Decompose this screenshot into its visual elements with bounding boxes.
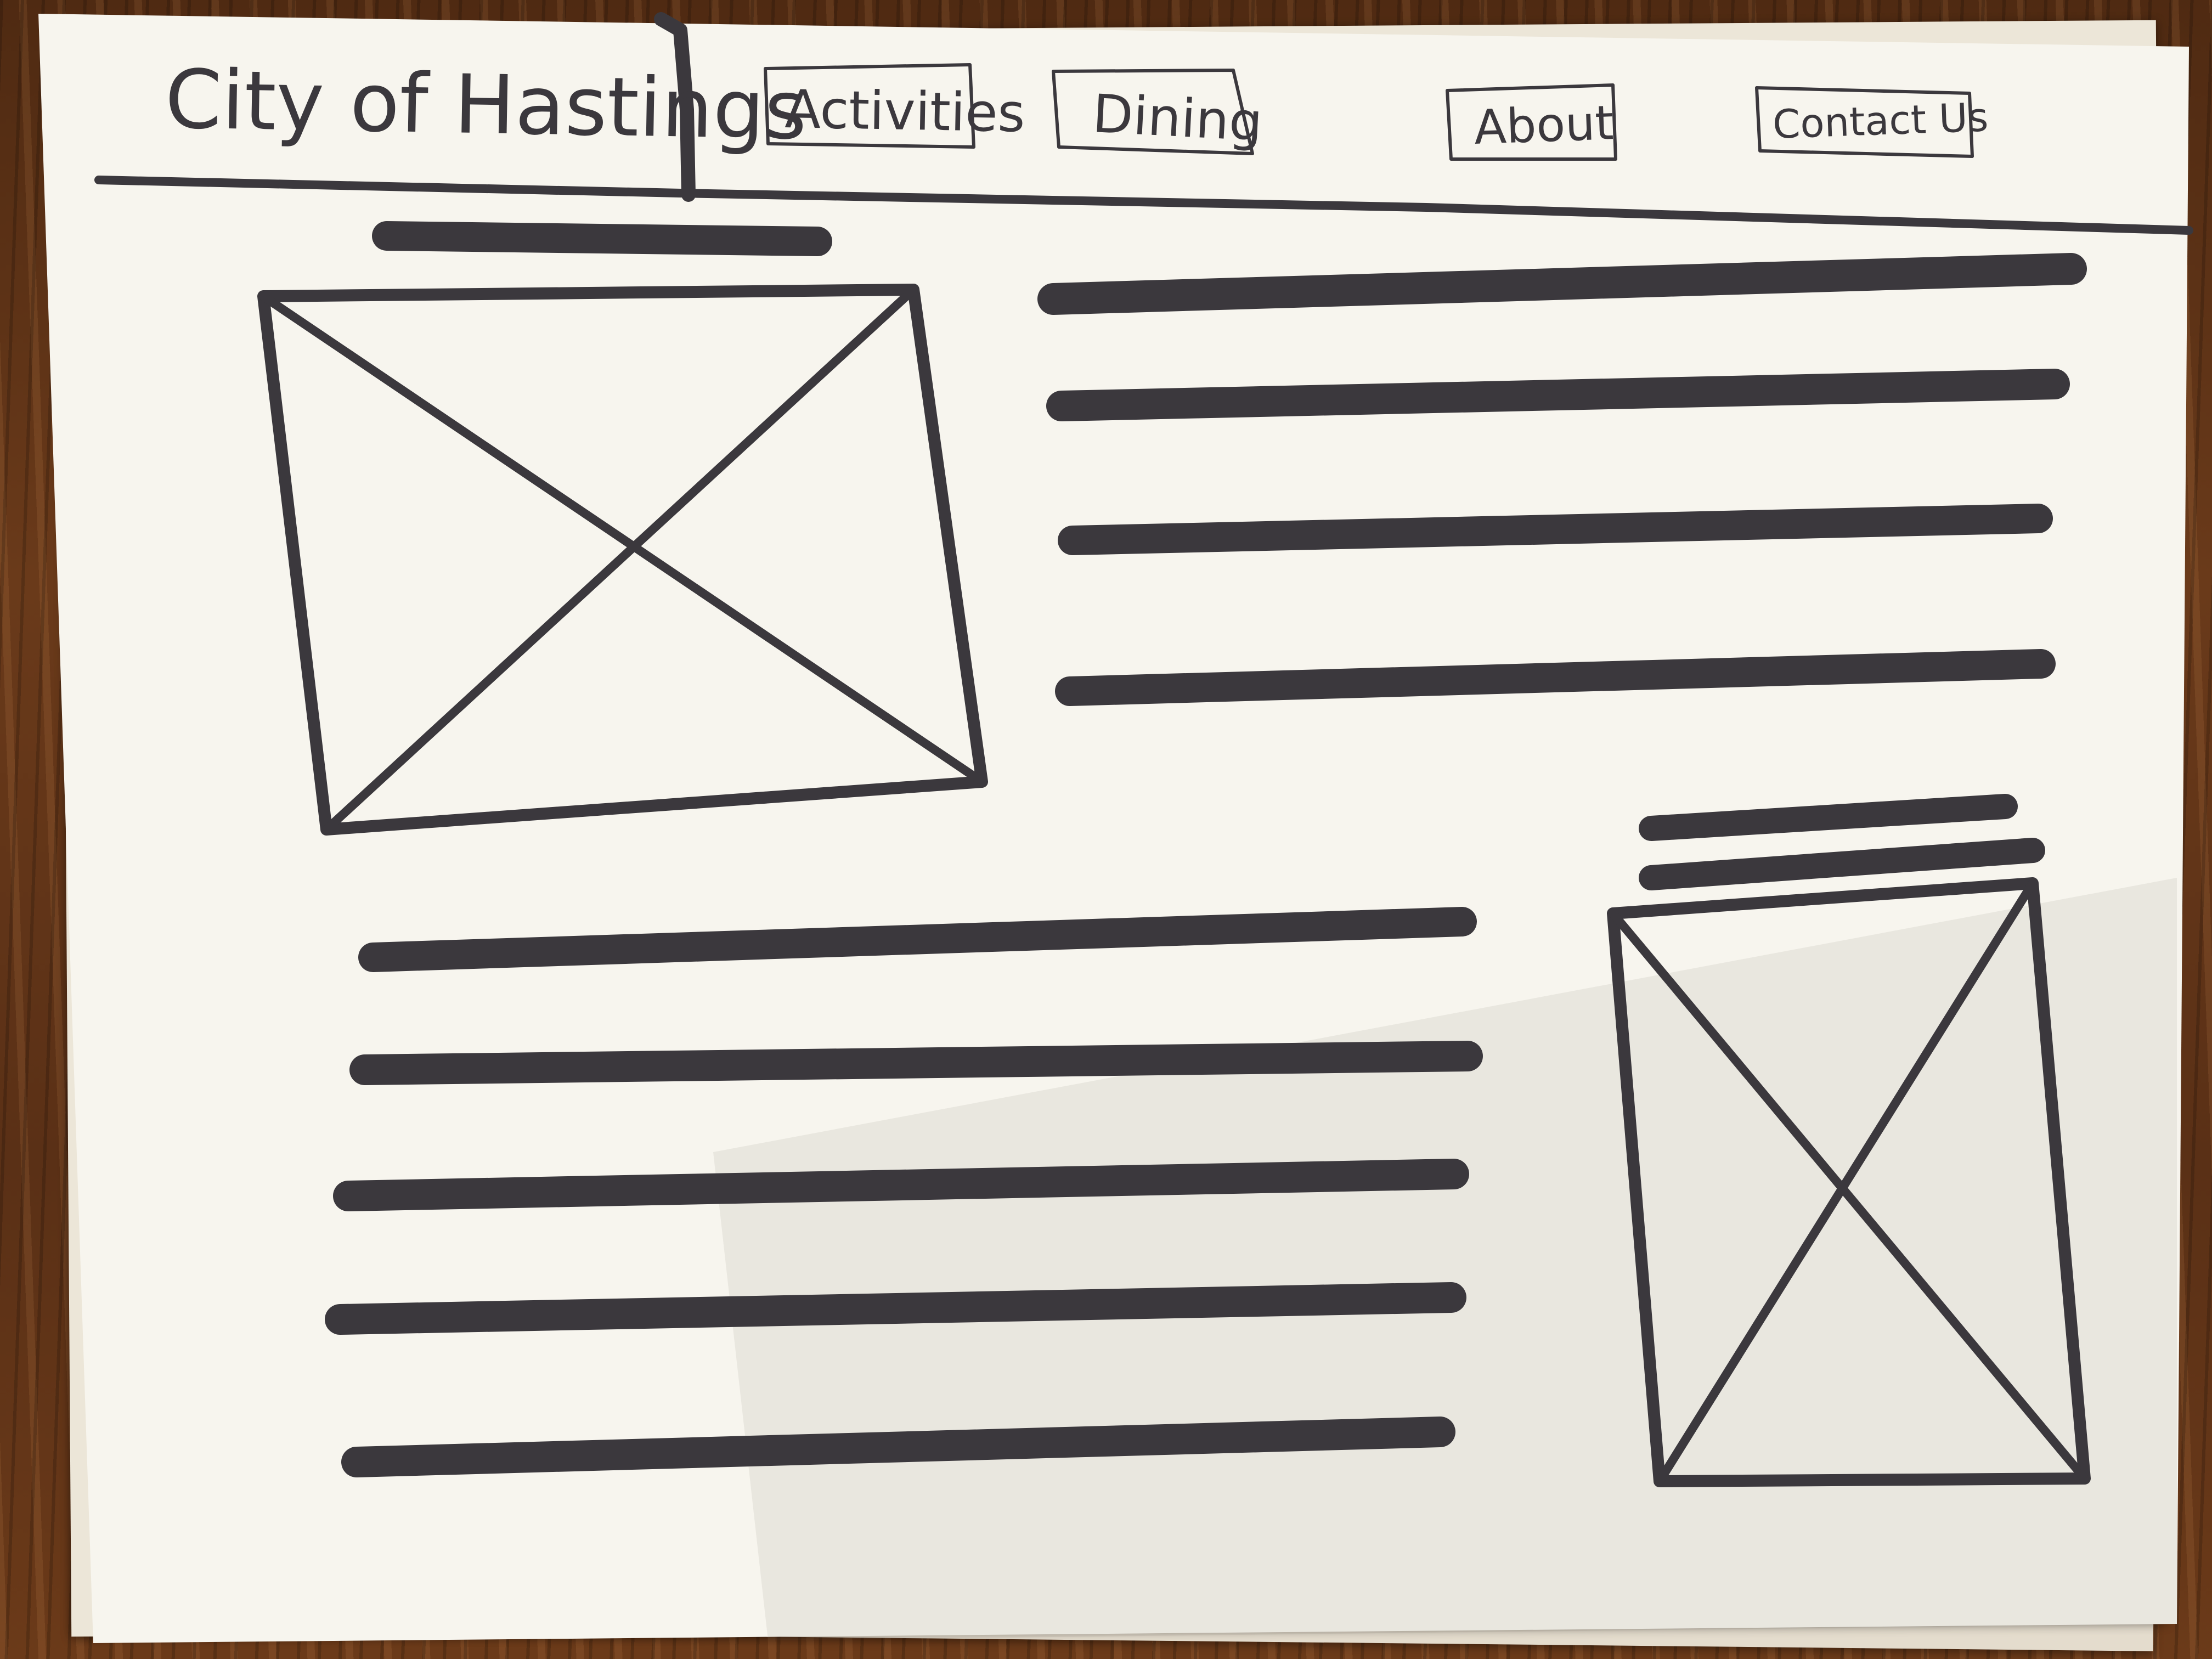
text-line	[349, 1041, 1483, 1085]
site-title: City of Hastings	[164, 52, 808, 157]
nav-label-dining[interactable]: Dining	[1091, 83, 1264, 153]
image-placeholder-icon	[257, 284, 988, 836]
intro-text-block	[1037, 253, 2087, 706]
header-divider	[654, 12, 696, 202]
nav-label-about[interactable]: About	[1473, 95, 1615, 155]
side-caption-bar	[1639, 794, 2018, 841]
text-line	[1037, 253, 2087, 315]
text-line	[1055, 649, 2056, 706]
text-line	[1046, 369, 2070, 421]
text-line	[341, 1417, 1455, 1477]
body-text-block	[325, 907, 1483, 1477]
header-rule	[94, 176, 2193, 235]
nav-item-contact-us[interactable]	[1755, 86, 1974, 158]
hero-section	[257, 221, 988, 836]
image-placeholder-icon	[1607, 877, 2091, 1487]
text-line	[333, 1159, 1469, 1211]
side-caption-bar	[1639, 838, 2045, 890]
side-image-section	[1607, 794, 2091, 1487]
nav-item-about[interactable]	[1446, 83, 1617, 161]
nav-item-activities[interactable]	[764, 63, 975, 149]
nav-label-activities[interactable]: Activities	[785, 78, 1026, 144]
hero-image-caption-bar	[372, 221, 832, 256]
nav-item-dining[interactable]	[1052, 69, 1254, 155]
nav-label-contact-us[interactable]: Contact Us	[1772, 94, 1989, 148]
text-line	[1058, 504, 2053, 555]
text-line	[358, 907, 1477, 972]
paper-page	[38, 14, 2189, 1643]
site-header	[94, 12, 2193, 235]
text-line	[325, 1282, 1466, 1335]
